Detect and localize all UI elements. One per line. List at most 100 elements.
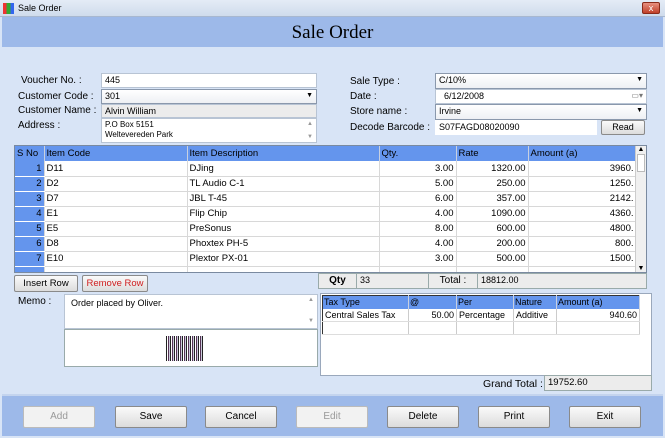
grid-sno-cell[interactable]: 2 [15, 176, 45, 192]
scroll-thumb[interactable] [637, 154, 645, 172]
table-row[interactable]: 7 E10 Plextor PX-01 3.00 500.00 1500. [15, 251, 637, 267]
tax-row[interactable]: Central Sales Tax 50.00 Percentage Addit… [322, 308, 640, 322]
store-select[interactable]: Irvine ▼ [435, 104, 647, 120]
grid-rate-cell[interactable]: 1320.00 [456, 161, 529, 177]
print-button[interactable]: Print [478, 406, 550, 428]
grid-rate-cell[interactable]: 1090.00 [456, 206, 529, 222]
tax-col-per[interactable]: Per [456, 295, 514, 309]
grid-sno-cell[interactable]: 1 [15, 161, 45, 177]
grid-qty-cell[interactable]: 3.00 [379, 161, 457, 177]
grid-desc-cell[interactable]: Phoxtex PH-5 [187, 236, 380, 252]
col-rate[interactable]: Rate [456, 146, 529, 161]
grid-code-cell[interactable]: E10 [44, 251, 188, 267]
tax-row-empty[interactable] [322, 321, 640, 335]
grid-amount-cell[interactable]: 4360. [528, 206, 637, 222]
voucher-input[interactable]: 445 [101, 73, 317, 88]
edit-button[interactable]: Edit [296, 406, 368, 428]
memo-textarea[interactable]: Order placed by Oliver. ▲ ▼ [64, 294, 318, 329]
barcode-input[interactable]: S07FAGD08020090 [435, 120, 597, 135]
grid-qty-cell[interactable]: 4.00 [379, 206, 457, 222]
grid-sno-cell[interactable]: 4 [15, 206, 45, 222]
scroll-down-icon[interactable]: ▼ [308, 318, 314, 324]
grid-qty-cell[interactable]: 6.00 [379, 191, 457, 207]
cancel-button[interactable]: Cancel [205, 406, 277, 428]
scroll-up-icon[interactable]: ▲ [307, 121, 313, 127]
exit-button[interactable]: Exit [569, 406, 641, 428]
page-title: Sale Order [291, 22, 374, 43]
grid-code-cell[interactable]: E5 [44, 221, 188, 237]
grid-desc-cell[interactable]: DJing [187, 161, 380, 177]
tax-at-cell[interactable]: 50.00 [408, 308, 457, 322]
grid-amount-cell[interactable]: 1500. [528, 251, 637, 267]
grid-amount-cell[interactable]: 800. [528, 236, 637, 252]
grid-desc-cell[interactable]: Flip Chip [187, 206, 380, 222]
grid-code-cell[interactable]: D2 [44, 176, 188, 192]
address-line-1: P.O Box 5151 [105, 120, 154, 129]
save-button[interactable]: Save [115, 406, 187, 428]
read-button[interactable]: Read [601, 120, 645, 135]
grid-code-cell[interactable]: D8 [44, 236, 188, 252]
insert-row-button[interactable]: Insert Row [14, 275, 78, 292]
tax-col-nature[interactable]: Nature [513, 295, 557, 309]
scroll-up-icon[interactable]: ▲ [308, 297, 314, 303]
customer-code-select[interactable]: 301 ▼ [101, 89, 317, 104]
grid-rate-cell[interactable]: 357.00 [456, 191, 529, 207]
col-sno[interactable]: S No [15, 146, 45, 161]
grid-qty-cell[interactable]: 5.00 [379, 176, 457, 192]
table-row[interactable]: 2 D2 TL Audio C-1 5.00 250.00 1250. [15, 176, 637, 192]
scroll-up-icon[interactable]: ▲ [637, 146, 645, 153]
grid-code-cell[interactable]: D7 [44, 191, 188, 207]
add-button[interactable]: Add [23, 406, 95, 428]
delete-button[interactable]: Delete [387, 406, 459, 428]
grid-scrollbar[interactable]: ▲ ▼ [635, 146, 646, 272]
grid-desc-cell[interactable]: JBL T-45 [187, 191, 380, 207]
tax-nature-cell[interactable]: Additive [513, 308, 557, 322]
remove-row-button[interactable]: Remove Row [82, 275, 148, 292]
col-item-code[interactable]: Item Code [44, 146, 188, 161]
calendar-icon[interactable]: ▭▾ [631, 91, 643, 100]
grid-qty-cell[interactable]: 3.00 [379, 251, 457, 267]
col-qty[interactable]: Qty. [379, 146, 457, 161]
address-textarea[interactable]: P.O Box 5151 Weltevereden Park ▲ ▼ [101, 118, 317, 143]
table-row[interactable]: 4 E1 Flip Chip 4.00 1090.00 4360. [15, 206, 637, 222]
tax-col-type[interactable]: Tax Type [322, 295, 409, 309]
grid-code-cell[interactable]: D11 [44, 161, 188, 177]
sale-type-select[interactable]: C/10% ▼ [435, 73, 647, 89]
grid-sno-cell[interactable]: 3 [15, 191, 45, 207]
grid-sno-cell[interactable]: 6 [15, 236, 45, 252]
grid-amount-cell[interactable]: 4800. [528, 221, 637, 237]
grid-sno-cell[interactable]: 7 [15, 251, 45, 267]
tax-col-amount[interactable]: Amount (a) [556, 295, 640, 309]
table-row[interactable]: 1 D11 DJing 3.00 1320.00 3960. [15, 161, 637, 177]
grid-qty-cell[interactable]: 4.00 [379, 236, 457, 252]
tax-per-cell[interactable]: Percentage [456, 308, 514, 322]
tax-col-at[interactable]: @ [408, 295, 457, 309]
grid-sno-cell[interactable]: 5 [15, 221, 45, 237]
col-amount[interactable]: Amount (a) [528, 146, 637, 161]
grid-desc-cell[interactable]: TL Audio C-1 [187, 176, 380, 192]
store-value: Irvine [439, 106, 462, 116]
scroll-down-icon[interactable]: ▼ [637, 265, 645, 272]
table-row[interactable]: 6 D8 Phoxtex PH-5 4.00 200.00 800. [15, 236, 637, 252]
grid-desc-cell[interactable]: PreSonus [187, 221, 380, 237]
col-item-description[interactable]: Item Description [187, 146, 380, 161]
grid-rate-cell[interactable]: 200.00 [456, 236, 529, 252]
grid-rate-cell[interactable]: 500.00 [456, 251, 529, 267]
grid-amount-cell[interactable]: 1250. [528, 176, 637, 192]
scroll-down-icon[interactable]: ▼ [307, 134, 313, 140]
grid-amount-cell[interactable]: 2142. [528, 191, 637, 207]
table-row[interactable]: 5 E5 PreSonus 8.00 600.00 4800. [15, 221, 637, 237]
date-picker[interactable]: 6/12/2008 ▭▾ [435, 89, 647, 104]
grid-desc-cell[interactable]: Plextor PX-01 [187, 251, 380, 267]
grid-rate-cell[interactable]: 600.00 [456, 221, 529, 237]
grid-amount-cell[interactable]: 3960. [528, 161, 637, 177]
close-button[interactable]: x [642, 2, 660, 14]
items-grid[interactable]: S No Item Code Item Description Qty. Rat… [14, 145, 647, 273]
tax-amount-cell[interactable]: 940.60 [556, 308, 640, 322]
grid-code-cell[interactable]: E1 [44, 206, 188, 222]
table-row-empty[interactable] [15, 266, 637, 272]
tax-type-cell[interactable]: Central Sales Tax [322, 308, 409, 322]
grid-qty-cell[interactable]: 8.00 [379, 221, 457, 237]
table-row[interactable]: 3 D7 JBL T-45 6.00 357.00 2142. [15, 191, 637, 207]
grid-rate-cell[interactable]: 250.00 [456, 176, 529, 192]
